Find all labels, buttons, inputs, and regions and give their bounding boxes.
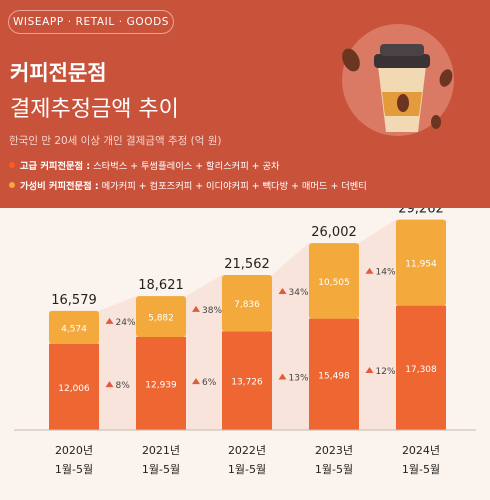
growth-budget-arrow-icon xyxy=(365,267,374,274)
label-premium: 12,006 xyxy=(58,384,90,394)
x-tick-year: 2022년 xyxy=(228,444,266,457)
label-total: 26,002 xyxy=(311,225,357,240)
x-tick-period: 1월-5월 xyxy=(402,463,440,476)
growth-premium-label: 13% xyxy=(289,373,309,383)
x-tick-period: 1월-5월 xyxy=(142,463,180,476)
x-tick-year: 2023년 xyxy=(315,444,353,457)
growth-premium-label: 12% xyxy=(376,367,396,377)
bar-budget xyxy=(49,310,99,344)
x-tick-year: 2020년 xyxy=(55,444,93,457)
bar-premium xyxy=(309,318,359,430)
bar-budget xyxy=(222,275,272,332)
label-premium: 13,726 xyxy=(231,378,263,388)
label-budget: 5,882 xyxy=(148,314,174,324)
growth-premium-label: 8% xyxy=(116,381,131,391)
label-budget: 10,505 xyxy=(318,278,350,288)
bar-budget xyxy=(396,219,446,306)
legend-budget-brands: 메가커피 + 컴포즈커피 + 이디야커피 + 빽다방 + 매머드 + 더벤티 xyxy=(101,181,367,192)
growth-budget-label: 38% xyxy=(202,306,222,316)
legend-premium-brands: 스타벅스 + 투썸플레이스 + 할리스커피 + 공차 xyxy=(93,161,280,172)
label-budget: 7,836 xyxy=(234,300,260,310)
x-tick-year: 2024년 xyxy=(402,444,440,457)
label-total: 21,562 xyxy=(224,257,270,272)
label-premium: 17,308 xyxy=(405,365,437,375)
legend-budget: 가성비 커피전문점 : 메가커피 + 컴포즈커피 + 이디야커피 + 빽다방 +… xyxy=(9,178,367,192)
legend-premium-dot-icon xyxy=(9,162,15,168)
growth-budget-arrow-icon xyxy=(278,288,287,295)
label-premium: 15,498 xyxy=(318,371,350,381)
growth-budget-label: 34% xyxy=(289,288,309,298)
growth-budget-label: 14% xyxy=(376,268,396,278)
growth-budget-arrow-icon xyxy=(105,317,114,324)
growth-premium-arrow-icon xyxy=(365,367,374,374)
chart-description: 한국인 만 20세 이상 개인 결제금액 추정 (억 원) xyxy=(9,135,222,147)
bar-premium xyxy=(136,337,186,430)
bar-premium xyxy=(49,343,99,430)
legend-premium-label: 고급 커피전문점 : xyxy=(20,161,91,172)
x-tick-period: 1월-5월 xyxy=(55,463,93,476)
x-tick-period: 1월-5월 xyxy=(228,463,266,476)
x-tick-period: 1월-5월 xyxy=(315,463,353,476)
bar-chart: 12,006 4,574 16,579 2020년 1월-5월 12,939 5,882 18… xyxy=(14,208,476,476)
growth-premium-label: 6% xyxy=(202,378,217,388)
label-budget: 11,954 xyxy=(405,260,437,270)
bar-budget xyxy=(136,296,186,338)
bar-budget xyxy=(309,243,359,319)
legend-budget-dot-icon xyxy=(9,182,15,188)
label-premium: 12,939 xyxy=(145,381,177,391)
growth-premium-arrow-icon xyxy=(105,381,114,388)
growth-budget-label: 24% xyxy=(116,318,136,328)
growth-premium-arrow-icon xyxy=(192,378,200,385)
label-total: 18,621 xyxy=(138,278,184,293)
bar-premium xyxy=(222,331,272,430)
bar-premium xyxy=(396,305,446,430)
label-total: 29,262 xyxy=(398,208,444,217)
page-title: 커피전문점 xyxy=(10,61,107,85)
page-subtitle-title: 결제추정금액 추이 xyxy=(10,97,179,122)
growth-premium-arrow-icon xyxy=(278,373,287,380)
growth-budget-arrow-icon xyxy=(192,305,200,312)
label-total: 16,579 xyxy=(51,293,97,308)
x-tick-year: 2021년 xyxy=(142,444,180,457)
legend-premium: 고급 커피전문점 : 스타벅스 + 투썸플레이스 + 할리스커피 + 공차 xyxy=(9,158,280,172)
label-budget: 4,574 xyxy=(61,324,87,334)
legend-budget-label: 가성비 커피전문점 : xyxy=(20,181,99,192)
coffee-cup-icon xyxy=(342,24,454,136)
brand-badge: WISEAPP · RETAIL · GOODS xyxy=(8,10,174,34)
